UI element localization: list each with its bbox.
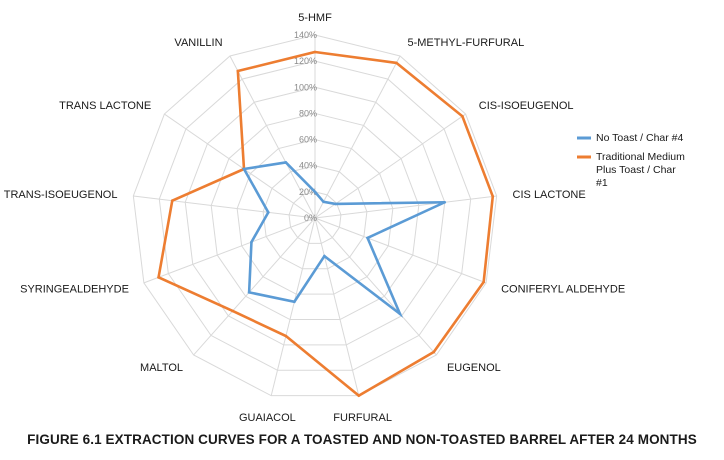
spoke-11: [164, 113, 316, 219]
radar-chart: 0% 20% 40% 60% 80% 100% 120% 140% 5-HMF 5-METHYL…: [4, 12, 685, 424]
axis-label-1: 5-METHYL-FURFURAL: [407, 37, 524, 49]
figure-caption: FIGURE 6.1 EXTRACTION CURVES FOR A TOAST…: [27, 432, 697, 447]
tick-label-2: 40%: [299, 161, 317, 171]
data-point-s1-6: [357, 394, 361, 397]
spoke-12: [229, 55, 316, 219]
radial-tick-labels: 0% 20% 40% 60% 80% 100% 120% 140%: [294, 30, 317, 223]
data-point-s1-4: [482, 280, 485, 284]
data-point-s0-10: [266, 211, 270, 214]
radar-series: [157, 50, 495, 398]
tick-label-7: 140%: [294, 30, 317, 40]
tick-label-6: 120%: [294, 56, 317, 66]
spoke-6: [314, 217, 360, 396]
grid-ring-7: [132, 34, 498, 397]
spoke-2: [314, 113, 466, 219]
spoke-1: [314, 55, 401, 219]
data-point-s0-2: [334, 202, 337, 206]
data-point-s1-8: [231, 309, 234, 313]
grid-ring-4: [210, 112, 420, 321]
data-point-s1-10: [170, 199, 174, 202]
data-point-s1-7: [284, 334, 288, 338]
data-point-s0-7: [293, 300, 296, 304]
data-point-s0-8: [247, 291, 251, 294]
tick-label-3: 60%: [299, 135, 317, 145]
spoke-9: [143, 217, 316, 284]
data-point-s0-4: [366, 236, 369, 240]
data-point-s0-3: [443, 200, 447, 204]
spoke-5: [314, 217, 437, 356]
data-point-s0-1: [322, 200, 325, 204]
spoke-10: [133, 195, 316, 219]
axis-label-2: CIS-ISOEUGENOL: [479, 100, 574, 112]
legend-label-1: Traditional Medium Plus Toast / Char #1: [596, 151, 685, 189]
data-point-s1-1: [395, 61, 398, 65]
grid-ring-3: [236, 139, 394, 295]
tick-label-1: 20%: [299, 187, 317, 197]
tick-label-0: 0%: [304, 213, 317, 223]
data-point-s1-12: [236, 69, 240, 73]
axis-label-7: GUAIACOL: [239, 412, 296, 424]
data-point-s1-3: [491, 195, 495, 198]
spoke-7: [270, 217, 316, 396]
spoke-8: [193, 217, 316, 356]
data-point-s0-5: [398, 312, 402, 316]
data-point-s0-6: [323, 254, 326, 258]
spoke-3: [314, 195, 497, 219]
grid-ring-5: [184, 86, 446, 346]
tick-label-4: 80%: [299, 108, 317, 118]
series-line-0: [241, 161, 446, 318]
grid-ring-6: [158, 60, 472, 371]
axis-label-3: CIS LACTONE: [513, 189, 586, 201]
axis-labels: 5-HMF 5-METHYL-FURFURAL CIS-ISOEUGENOL CIS …: [4, 12, 625, 424]
axis-label-6: FURFURAL: [333, 412, 392, 424]
radar-grid: [132, 34, 498, 397]
data-point-s1-9: [157, 276, 160, 279]
data-point-s0-0: [313, 190, 317, 194]
axis-label-0: 5-HMF: [298, 12, 332, 24]
series-line-1: [157, 50, 495, 398]
axis-label-8: MALTOL: [140, 362, 183, 374]
tick-label-5: 100%: [294, 82, 317, 92]
data-point-s1-5: [432, 350, 436, 354]
axis-label-5: EUGENOL: [447, 362, 501, 374]
axis-label-11: TRANS LACTONE: [59, 100, 151, 112]
axis-label-12: VANILLIN: [174, 37, 222, 49]
data-point-s1-2: [461, 114, 464, 118]
legend-label-0: No Toast / Char #4: [596, 132, 684, 144]
data-point-s1-0: [313, 50, 317, 54]
data-point-s0-12: [284, 161, 288, 164]
axis-label-4: CONIFERYL ALDEHYDE: [501, 284, 625, 296]
axis-label-10: TRANS-ISOEUGENOL: [4, 189, 118, 201]
axis-label-9: SYRINGEALDEHYDE: [20, 284, 129, 296]
spoke-4: [314, 217, 487, 284]
radar-spokes: [133, 35, 497, 396]
data-point-s0-11: [242, 167, 246, 171]
legend: No Toast / Char #4 Traditional Medium Plus…: [577, 132, 685, 189]
data-point-s0-9: [250, 240, 253, 244]
